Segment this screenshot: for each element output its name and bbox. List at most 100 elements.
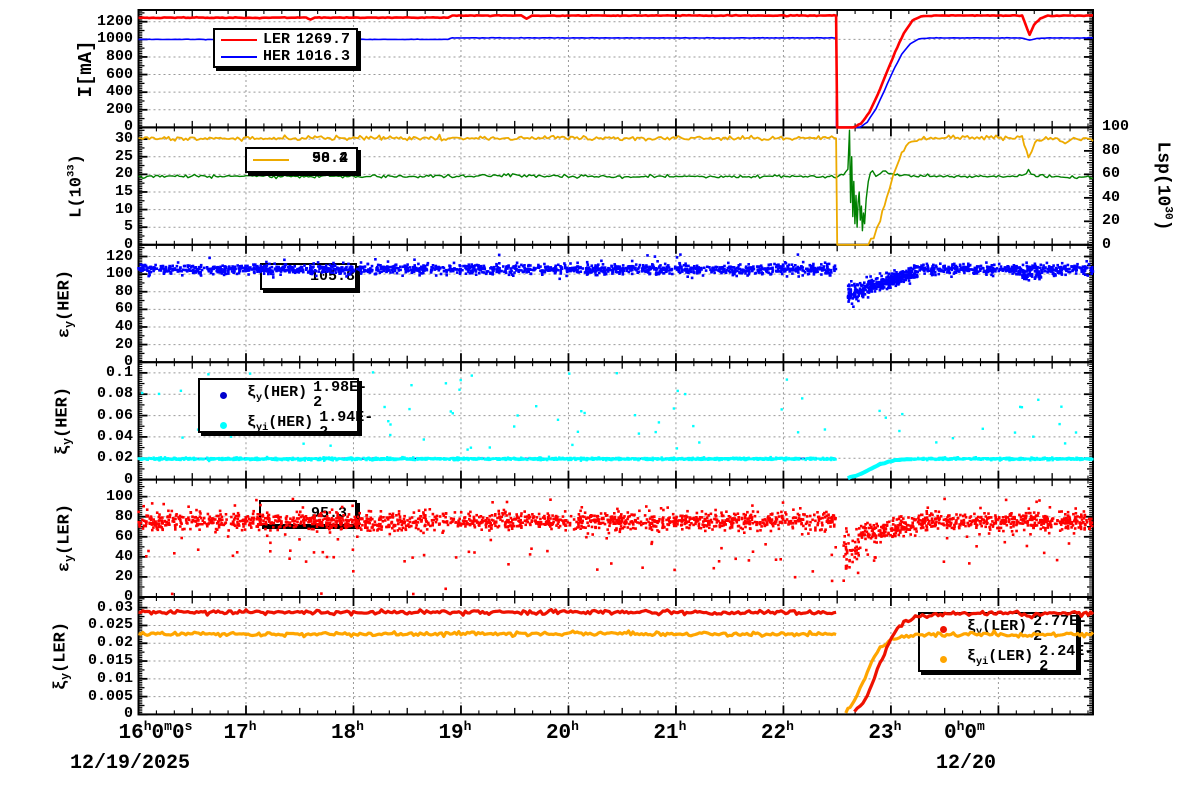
panel-0-ytick-label: 1000 (96, 30, 133, 48)
x-axis-hour-label: 20h (545, 719, 579, 745)
legend-entry: ξy(HER) 1.98E-2 (206, 380, 367, 410)
legend-value: 2.77E-2 (1033, 613, 1088, 645)
legend-entry: HER 1016.3 (221, 49, 350, 64)
legend-value: 95.3 (310, 504, 347, 522)
legend-entry: 95.3 (267, 506, 349, 521)
x-axis-hour-label: 23h (868, 719, 902, 745)
panel-1-right-ytick-label: 0 (1102, 235, 1112, 253)
panel-3-ytick-label: 0.06 (96, 406, 133, 424)
legend-label: ξyi(HER) (247, 414, 314, 435)
legend-line-marker (221, 38, 257, 41)
legend-label: ξy(HER) (247, 384, 308, 405)
legend-dot-marker (220, 391, 227, 399)
panel-5-ytick-label: 0.025 (87, 616, 133, 634)
panel-3-scatter-0 (137, 371, 1094, 463)
legend-value: 1.94E-2 (319, 409, 374, 441)
panel-0-ytick-label: 800 (105, 48, 133, 66)
panel-4-ytick-label: 40 (114, 548, 133, 566)
panel-2-ytick-label: 60 (114, 300, 133, 318)
panel-2-ytick-label: 80 (114, 282, 133, 300)
panel-5-ytick-label: 0 (123, 705, 133, 723)
panel-1-series-L (138, 133, 1094, 246)
panel-0-ytick-label: 0 (123, 118, 133, 136)
panel-4-ytick-label: 0 (123, 588, 133, 606)
panel-3-series-xi-yi-her-recovery (846, 457, 913, 481)
legend-value: 105.8 (310, 268, 356, 285)
legend-dot-marker (220, 421, 227, 429)
panel-4-ytick-label: 80 (114, 507, 133, 525)
panel-2-y-axis-title: εy(HER) (55, 269, 77, 338)
legend-line-marker (253, 159, 289, 161)
panel-1-ytick-label: 0 (123, 235, 133, 253)
legend-label: LER (263, 31, 291, 48)
legend-value: 1016.3 (296, 48, 351, 65)
legend-dot-marker (940, 625, 947, 633)
legend-value: 1269.7 (296, 31, 351, 48)
x-axis-hour-label: 22h (760, 719, 794, 745)
legend-panel-0: LER 1269.7 HER 1016.3 (213, 28, 358, 68)
panel-3-ytick-label: 0 (123, 470, 133, 488)
panel-1-right-ytick-label: 80 (1102, 142, 1121, 160)
panel-5-series-xi-yi-ler (138, 629, 1095, 714)
panel-5-axes (137, 596, 1094, 716)
panel-1-ytick-label: 25 (114, 147, 133, 165)
legend-entry: ξyi(LER) 2.24E-2 (926, 644, 1093, 674)
panel-2-ytick-label: 40 (114, 318, 133, 336)
legend-label: ξyi(LER) (967, 648, 1034, 669)
panel-3-ytick-label: 0.08 (96, 385, 133, 403)
panel-0-ytick-label: 400 (105, 83, 133, 101)
legend-value: 1.98E-2 (313, 379, 368, 411)
x-axis-hour-label: 0h0m (943, 719, 985, 745)
x-axis-hour-label: 19h (438, 719, 472, 745)
panel-1-ytick-label: 30 (114, 130, 133, 148)
panel-3-y-axis-title: ξy(HER) (53, 386, 75, 455)
panel-4-ytick-label: 100 (105, 487, 133, 505)
panel-0-series-LER (138, 13, 1094, 129)
panel-1-right-ytick-label: 20 (1102, 212, 1121, 230)
right-axis-title: Lsp(1030) (1152, 141, 1174, 231)
panel-3-axes (137, 361, 1094, 481)
panel-1-right-ytick-label: 40 (1102, 188, 1121, 206)
legend-value: 2.24E-2 (1039, 643, 1094, 675)
legend-entry: ξy(LER) 2.77E-2 (926, 614, 1087, 644)
panel-1-series-Lsp (138, 129, 1094, 232)
panel-1-y-axis-title: L(1033) (65, 154, 87, 218)
legend-label: ξy(LER) (967, 618, 1028, 639)
x-axis-hour-label: 17h (223, 719, 257, 745)
panel-5-series-xi-y-ler (138, 608, 1095, 713)
x-axis-hour-label: 18h (330, 719, 364, 745)
legend-label: HER (263, 48, 291, 65)
panel-0-ytick-label: 200 (105, 100, 133, 118)
legend-entry: 105.8 (268, 269, 355, 284)
panel-5-ytick-label: 0.02 (96, 634, 133, 652)
legend-panel-4: 95.3 (259, 500, 357, 526)
legend-panel-3: ξy(HER) 1.98E-2 ξyi(HER) 1.94E-2 (198, 378, 373, 440)
panel-3-ytick-label: 0.02 (96, 449, 133, 467)
panel-2-ytick-label: 120 (105, 247, 133, 265)
panel-3-ytick-label: 0.04 (96, 428, 133, 446)
panel-1-axes (137, 126, 1094, 246)
panel-1-right-ytick-label: 100 (1102, 118, 1130, 136)
panel-1-ytick-label: 15 (114, 183, 133, 201)
x-axis-hour-label: 16h0m0s (118, 719, 193, 745)
panel-2-ytick-label: 0 (123, 353, 133, 371)
legend-panel-2: 105.8 (260, 263, 357, 290)
panel-0-axes (137, 9, 1094, 129)
date-right-label: 12/20 (935, 752, 997, 775)
panel-4-ytick-label: 60 (114, 527, 133, 545)
panel-2-scatter-0 (137, 253, 1095, 308)
panel-0-series-HER (138, 36, 1094, 129)
legend-panel-1: 90.4 58.2 (245, 147, 358, 173)
legend-line-marker (221, 55, 257, 58)
panel-1-right-ytick-label: 60 (1102, 165, 1121, 183)
panel-1-ytick-label: 5 (123, 218, 133, 236)
panel-4-axes (137, 478, 1094, 599)
panel-1-ytick-label: 20 (114, 165, 133, 183)
date-left-label: 12/19/2025 (70, 752, 191, 775)
panel-5-ytick-label: 0.01 (96, 669, 133, 687)
